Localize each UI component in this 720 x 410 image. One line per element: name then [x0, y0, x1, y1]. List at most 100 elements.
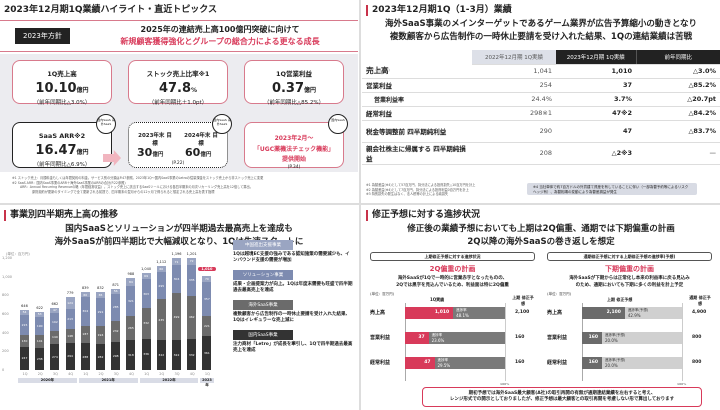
- table-row: 売上高 1,041 1,010 △3.0%: [362, 64, 720, 79]
- year-group-label: 2021年: [78, 378, 138, 383]
- stacked-bar: 288 187 304 60: [80, 291, 90, 370]
- bar-segment: 499: [172, 293, 181, 340]
- bar-segment: 318: [126, 340, 136, 370]
- bar-segment: 70: [202, 275, 212, 283]
- bar-segment: 435: [156, 299, 166, 340]
- progress-remaining: [602, 332, 682, 344]
- row-label: 営業利益: [362, 78, 472, 93]
- legend-text: 成果・企画提案力が向上。1Qは年度末需要も旺盛で四半期過去最高売上を達成: [233, 282, 353, 293]
- bar-segment: 69: [141, 272, 151, 280]
- progress-fill: 37: [405, 332, 429, 344]
- column-header: 2023年12月期 1Q実績: [556, 50, 636, 65]
- bar-segment: 232: [111, 320, 121, 343]
- quarter-label: 2Q: [159, 372, 165, 376]
- kpi-sub: （前年同期比＋1.0pt）: [148, 100, 208, 106]
- cloud-icon: 国内SaaS: [328, 114, 348, 134]
- bar-segment: 298: [111, 342, 121, 370]
- bar-segment: 295: [156, 271, 166, 300]
- forecast-value: 160: [515, 335, 525, 340]
- kpi-title: 1Q売上高: [47, 70, 77, 78]
- row-label: 売上高: [370, 310, 386, 316]
- bar-segment: 462: [187, 295, 197, 340]
- kpi-unit: 億円: [76, 149, 89, 156]
- progress-fill: 1,010: [405, 307, 454, 319]
- quarter-label: 1Q: [22, 372, 28, 376]
- legend-text: 注力商材「Letro」が成長を牽引し、1Qで四半期過去最高売上を達成: [233, 342, 353, 353]
- bar-total: 646: [21, 303, 28, 308]
- bar-segment: 322: [156, 339, 166, 370]
- rate-value: 23.6%: [431, 338, 445, 343]
- legend-badge: 中国進出支援事業: [233, 240, 293, 250]
- left-desc: 海外SaaSが1Qで一時的に営業赤字となったものの、: [397, 276, 508, 281]
- bar-segment: 265: [126, 315, 136, 341]
- cell-curr: 47: [556, 120, 636, 143]
- forecast-value: 800: [692, 360, 702, 365]
- quarter-label: 4Q: [68, 372, 74, 376]
- cloud-label: 国内SaaS 海外SaaS: [213, 118, 231, 126]
- bar-total: 622: [36, 305, 44, 310]
- cell-prev: 298※1: [472, 106, 556, 121]
- year-group-label: 2020年: [18, 378, 77, 383]
- bar-segment: 56: [111, 288, 121, 294]
- cell-prev: 290: [472, 120, 556, 143]
- bar-segment: 148: [65, 328, 75, 343]
- y-tick: 1,200: [2, 256, 13, 260]
- kpi-title: 1Q営業利益: [275, 70, 313, 78]
- cell-yoy: △3.0%: [636, 64, 720, 79]
- kpi-unit: %: [191, 87, 198, 94]
- column-header: 2022年12月期 1Q実績: [472, 50, 556, 65]
- progress-remaining: [434, 357, 505, 369]
- kpi-value: 10.10: [35, 81, 77, 96]
- table-row: 税金等調整前 四半期純利益 290 47 △83.7%: [362, 120, 720, 143]
- headline-1: 国内SaaSとソリューションが四半期過去最高売上を達成も: [65, 224, 293, 234]
- bar-segment: 194: [96, 325, 105, 344]
- bar-segment: 357: [202, 282, 212, 316]
- bar-segment: 303: [141, 279, 151, 308]
- bar-segment: 238: [35, 347, 45, 370]
- right-desc: のため、通期においても下期に多くの利益を計上予定: [575, 283, 684, 288]
- rate-label: 進捗率(予想): [627, 308, 649, 312]
- bar-segment: 322: [172, 339, 181, 370]
- column-header: 通期 修正予想: [689, 295, 711, 306]
- callout-text: 期初予想では海外SaaS最大顧客(A社)の取引再開の有無が通期連結業績を左右する…: [468, 391, 656, 396]
- progress-fill: 160: [582, 357, 602, 369]
- bar-segment: 213: [65, 308, 75, 329]
- kpi-unit: 億円: [76, 87, 89, 94]
- cell-curr: 47※2: [556, 106, 636, 121]
- forecast-value: 800: [692, 335, 702, 340]
- right-section-pill: 通期修正予想に対する上期修正予想の進捗率(予想): [547, 252, 712, 261]
- bar-segment: 47: [50, 308, 60, 313]
- unit-label: (単位：百万円): [6, 252, 30, 256]
- y-tick: 800: [2, 293, 9, 298]
- axis-line: [682, 303, 683, 381]
- bar-segment: 71: [172, 258, 181, 266]
- quarter-label: 4Q: [189, 372, 195, 376]
- right-desc: 海外SaaSが下期からは正常化し本来の利益率に戻る見込み: [569, 276, 690, 281]
- stacked-bar: 322 499 304 71: [172, 258, 181, 370]
- panel-title: 修正予想に対する進捗状況: [366, 210, 480, 221]
- progress-fill: 2,100: [582, 307, 625, 319]
- cloud-icon: 国内SaaS 海外SaaS: [96, 114, 116, 134]
- panel-title: 2023年12月期1Q業績ハイライト・直近トピックス: [4, 5, 218, 15]
- kpi-sub: （前年同期比△6.9%）: [33, 162, 91, 168]
- bar-segment: 304: [80, 297, 90, 326]
- cell-prev: 1,041: [472, 64, 556, 79]
- kpi-card-revenue: 1Q売上高 10.10億円 （前年同期比△3.0%）: [12, 60, 112, 106]
- stacked-bar: 294 148 213 124: [65, 297, 75, 370]
- segment-legend: 中国進出支援事業 1Qは越境EC支援の強みである認知施策の需要減少も、インバウン…: [233, 240, 353, 360]
- bar-segment: 53: [35, 311, 45, 317]
- bar-total: 779: [66, 291, 74, 296]
- vertical-divider: [359, 0, 361, 410]
- cell-curr: 1,010: [556, 64, 636, 79]
- forecast-callout: 期初予想では海外SaaS最大顧客(A社)の取引再開の有無が通期連結業績を左右する…: [422, 387, 702, 407]
- bar-segment: 60: [156, 266, 166, 272]
- stacked-bar-chart: 0 200 400 600 800 1,000 1,200 247 130 215 54 646 1Q 2…: [2, 252, 223, 387]
- cloud-label: 国内SaaS 海外SaaS: [97, 118, 115, 126]
- unit-label: (単位：百万円): [370, 292, 395, 296]
- legend-badge: 国内SaaS事業: [233, 330, 293, 340]
- unit-label: (単位：百万円): [547, 292, 572, 296]
- stacked-bar: 247 130 215 54: [20, 309, 29, 370]
- page-ref: (P.34): [287, 165, 301, 170]
- row-label: 親会社株主に帰属する 四半期純損益: [362, 142, 472, 165]
- headline-2: 海外SaaSが前四半期比で大幅減収となり、1Qは失速スタートに: [54, 237, 304, 247]
